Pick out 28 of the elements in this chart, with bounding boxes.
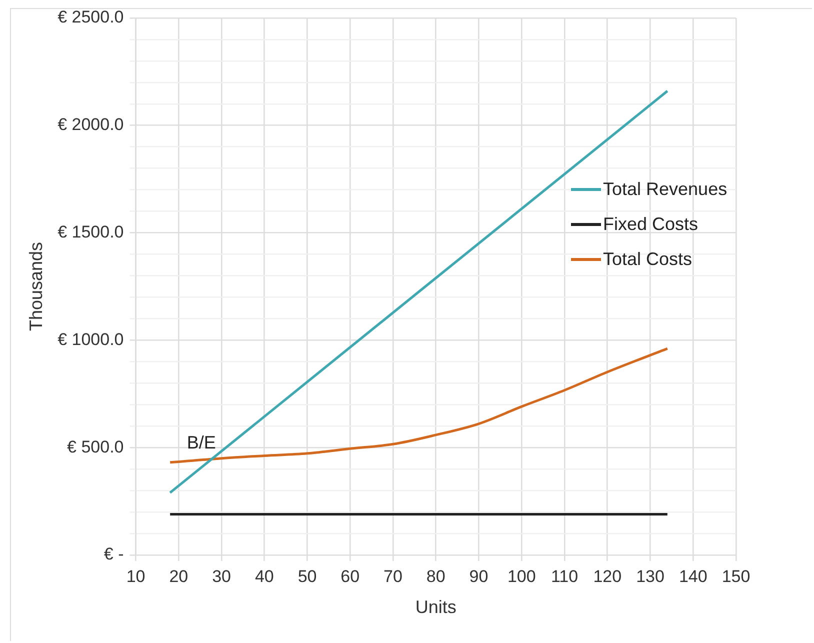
x-tick-label: 20 [169,566,188,586]
x-tick-label: 150 [722,566,750,586]
x-tick-label: 90 [469,566,488,586]
y-axis-title: Thousands [26,242,46,332]
legend-label: Total Costs [603,248,692,270]
y-tick-label: € 2000.0 [58,115,124,134]
y-tick-label: € - [104,544,124,564]
x-tick-label: 140 [678,566,708,586]
legend-label: Fixed Costs [603,214,698,234]
x-tick-label: 70 [384,566,402,586]
x-tick-label: 60 [340,566,360,586]
annotation: B/E [186,432,216,452]
y-tick-label: € 1500.0 [58,222,124,242]
x-tick-label: 100 [507,566,536,586]
legend-label: Total Revenues [603,178,728,200]
y-tick-label: € 1000.0 [58,330,124,349]
x-tick-label: 10 [126,566,146,586]
y-tick-label: € 2500.0 [58,8,124,27]
x-tick-label: 30 [212,566,231,586]
x-tick-label: 50 [298,566,317,586]
x-tick-label: 80 [426,566,446,586]
x-tick-label: 110 [550,566,578,586]
y-tick-label: € 500.0 [67,437,124,456]
line-series [168,347,669,464]
x-tick-label: 120 [593,566,622,586]
x-tick-label: 40 [254,566,274,586]
x-axis-title: Units [415,597,456,618]
x-tick-label: 130 [636,566,664,586]
